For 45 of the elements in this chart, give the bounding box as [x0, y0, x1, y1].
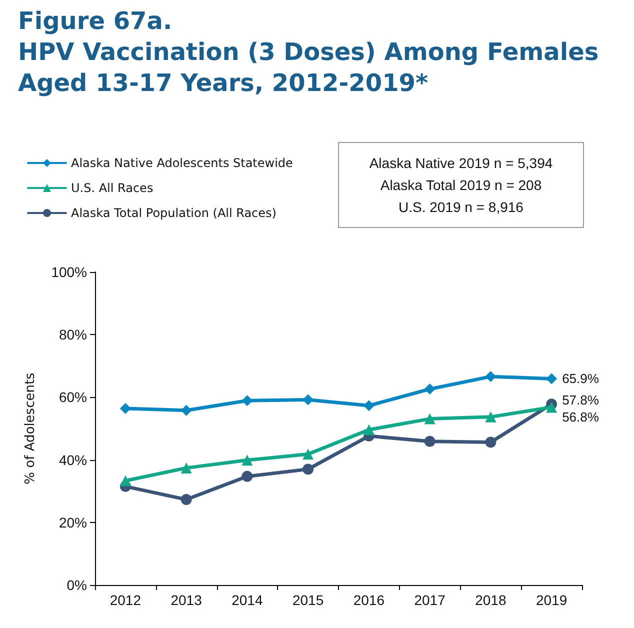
point	[363, 400, 374, 412]
point	[242, 395, 253, 406]
x-tick-label: 2014	[232, 592, 263, 608]
point	[546, 373, 558, 384]
legend-label: Alaska Native Adolescents Statewide	[71, 156, 293, 170]
y-tick-label: 0%	[66, 577, 87, 593]
x-tick-label: 2012	[110, 592, 142, 608]
chart-title: Figure 67a. HPV Vaccination (3 Doses) Among Females Aged 13-17 Years, 2012-2019*	[18, 6, 599, 99]
point	[242, 454, 253, 466]
point	[180, 462, 192, 474]
legend-label: U.S. All Races	[71, 181, 154, 195]
point	[363, 424, 374, 436]
point	[302, 448, 314, 460]
text: U.S. 2019 n = 8,916	[398, 199, 524, 215]
x-tick-label: 2019	[536, 592, 568, 608]
data-label: 56.8%	[562, 410, 600, 425]
legend-label: Alaska Total Population (All Races)	[71, 206, 276, 220]
point	[302, 464, 314, 475]
y-tick-label: 100%	[51, 264, 87, 280]
y-axis-title: % of Adolescents	[23, 372, 38, 484]
y-tick-label: 40%	[58, 452, 87, 468]
data-label: 65.9%	[562, 371, 600, 386]
point	[546, 402, 558, 413]
point	[120, 402, 131, 414]
y-tick-label: 80%	[58, 326, 87, 343]
point	[424, 413, 436, 424]
x-tick-label: 2018	[475, 592, 506, 608]
point	[242, 470, 253, 482]
point	[485, 371, 496, 382]
point	[120, 475, 131, 486]
x-tick-label: 2015	[292, 592, 324, 608]
point	[485, 436, 496, 448]
point	[485, 411, 496, 422]
point	[302, 394, 314, 406]
y-tick-label: 60%	[58, 389, 87, 406]
point	[424, 384, 436, 395]
x-tick-label: 2017	[414, 592, 446, 608]
data-label: 57.8%	[562, 392, 600, 408]
text: Alaska Total 2019 n = 208	[379, 177, 543, 193]
point	[424, 436, 436, 447]
point	[180, 494, 192, 506]
x-tick-label: 2013	[170, 592, 202, 608]
text: Alaska Native 2019 n = 5,394	[368, 155, 554, 171]
y-tick-label: 20%	[58, 514, 87, 530]
x-tick-label: 2016	[353, 592, 385, 608]
